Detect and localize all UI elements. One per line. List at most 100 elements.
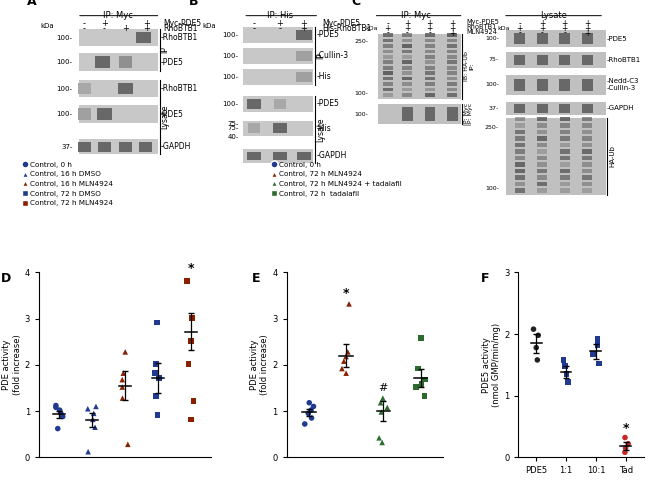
Text: Lysate: Lysate: [316, 117, 325, 142]
Point: [154, 374, 164, 382]
Y-axis label: PDE activity
(fold increase): PDE activity (fold increase): [3, 334, 22, 395]
Point: [186, 337, 196, 345]
Bar: [515, 182, 525, 186]
Bar: [447, 55, 458, 59]
Text: -: -: [83, 24, 86, 33]
Bar: [425, 50, 435, 53]
Bar: [383, 50, 393, 53]
Bar: [559, 33, 571, 44]
Text: 100-: 100-: [223, 101, 239, 107]
Text: +: +: [562, 24, 568, 33]
Bar: [119, 56, 133, 68]
Text: Myc-PDE5: Myc-PDE5: [164, 19, 202, 28]
Bar: [79, 139, 157, 155]
Text: +: +: [144, 19, 150, 28]
Text: E: E: [252, 272, 261, 285]
Text: *: *: [623, 422, 629, 435]
Bar: [78, 108, 92, 120]
Bar: [98, 142, 111, 152]
Bar: [515, 149, 525, 154]
Bar: [538, 130, 547, 134]
Point: [374, 434, 384, 442]
Bar: [582, 123, 592, 128]
Bar: [425, 39, 435, 42]
Point: [376, 408, 387, 416]
Bar: [515, 168, 525, 173]
Bar: [560, 162, 570, 166]
Bar: [537, 79, 548, 91]
Point: [378, 394, 388, 402]
Bar: [243, 149, 313, 163]
Text: 100-: 100-: [223, 74, 239, 80]
Bar: [378, 34, 461, 99]
Bar: [559, 55, 571, 65]
Bar: [514, 79, 525, 91]
Text: -: -: [428, 28, 431, 37]
Point: [558, 356, 569, 364]
Bar: [538, 117, 547, 121]
Text: IP: His: IP: His: [266, 11, 292, 20]
Bar: [560, 117, 570, 121]
Text: -: -: [386, 28, 389, 37]
Bar: [378, 104, 461, 124]
Point: [187, 314, 197, 322]
Text: -RhoBTB1: -RhoBTB1: [607, 57, 641, 63]
Point: [377, 438, 387, 446]
Point: [416, 380, 426, 388]
Text: +: +: [449, 19, 456, 28]
Bar: [559, 104, 571, 113]
Bar: [515, 123, 525, 128]
Bar: [560, 175, 570, 180]
Text: Lysate: Lysate: [540, 11, 567, 20]
Text: 100-: 100-: [485, 36, 499, 41]
Text: +: +: [276, 19, 283, 28]
Text: 75-: 75-: [489, 58, 499, 63]
Text: +: +: [300, 19, 307, 28]
Text: His-RhoBTB1: His-RhoBTB1: [322, 24, 372, 33]
Point: [337, 365, 347, 373]
Text: -PDE5: -PDE5: [316, 30, 339, 39]
Point: [588, 350, 598, 358]
Bar: [582, 149, 592, 154]
Text: +: +: [404, 24, 411, 33]
Text: MLN4924: MLN4924: [467, 28, 497, 34]
Bar: [447, 82, 458, 86]
Bar: [582, 130, 592, 134]
Bar: [560, 123, 570, 128]
Bar: [383, 71, 393, 75]
Text: IP: Myc: IP: Myc: [103, 11, 133, 20]
Point: [561, 370, 571, 378]
Bar: [560, 156, 570, 160]
Text: -: -: [252, 19, 255, 28]
Text: -: -: [83, 19, 86, 28]
Point: [375, 399, 385, 407]
Point: [90, 423, 100, 431]
Bar: [402, 33, 413, 37]
Text: kDa: kDa: [365, 26, 378, 31]
Bar: [138, 142, 152, 152]
Bar: [560, 130, 570, 134]
Bar: [538, 123, 547, 128]
Bar: [297, 152, 311, 160]
Text: -GAPDH: -GAPDH: [607, 105, 634, 111]
Text: 100-: 100-: [485, 83, 499, 87]
Bar: [79, 53, 157, 71]
Bar: [425, 87, 435, 91]
Bar: [537, 33, 548, 44]
Text: D: D: [1, 272, 12, 285]
Text: C: C: [351, 0, 360, 8]
Bar: [425, 61, 435, 64]
Point: [300, 420, 310, 428]
Text: -PDE5: -PDE5: [607, 35, 628, 42]
Text: IB: HA-Ub: IB: HA-Ub: [463, 51, 469, 81]
Bar: [582, 168, 592, 173]
Text: 100-: 100-: [354, 112, 368, 117]
Text: 100-: 100-: [223, 32, 239, 38]
Point: [416, 334, 426, 342]
Point: [620, 444, 630, 452]
Bar: [537, 104, 548, 113]
Point: [303, 410, 313, 417]
Bar: [515, 162, 525, 166]
Text: +: +: [426, 19, 433, 28]
Text: +: +: [404, 19, 411, 28]
